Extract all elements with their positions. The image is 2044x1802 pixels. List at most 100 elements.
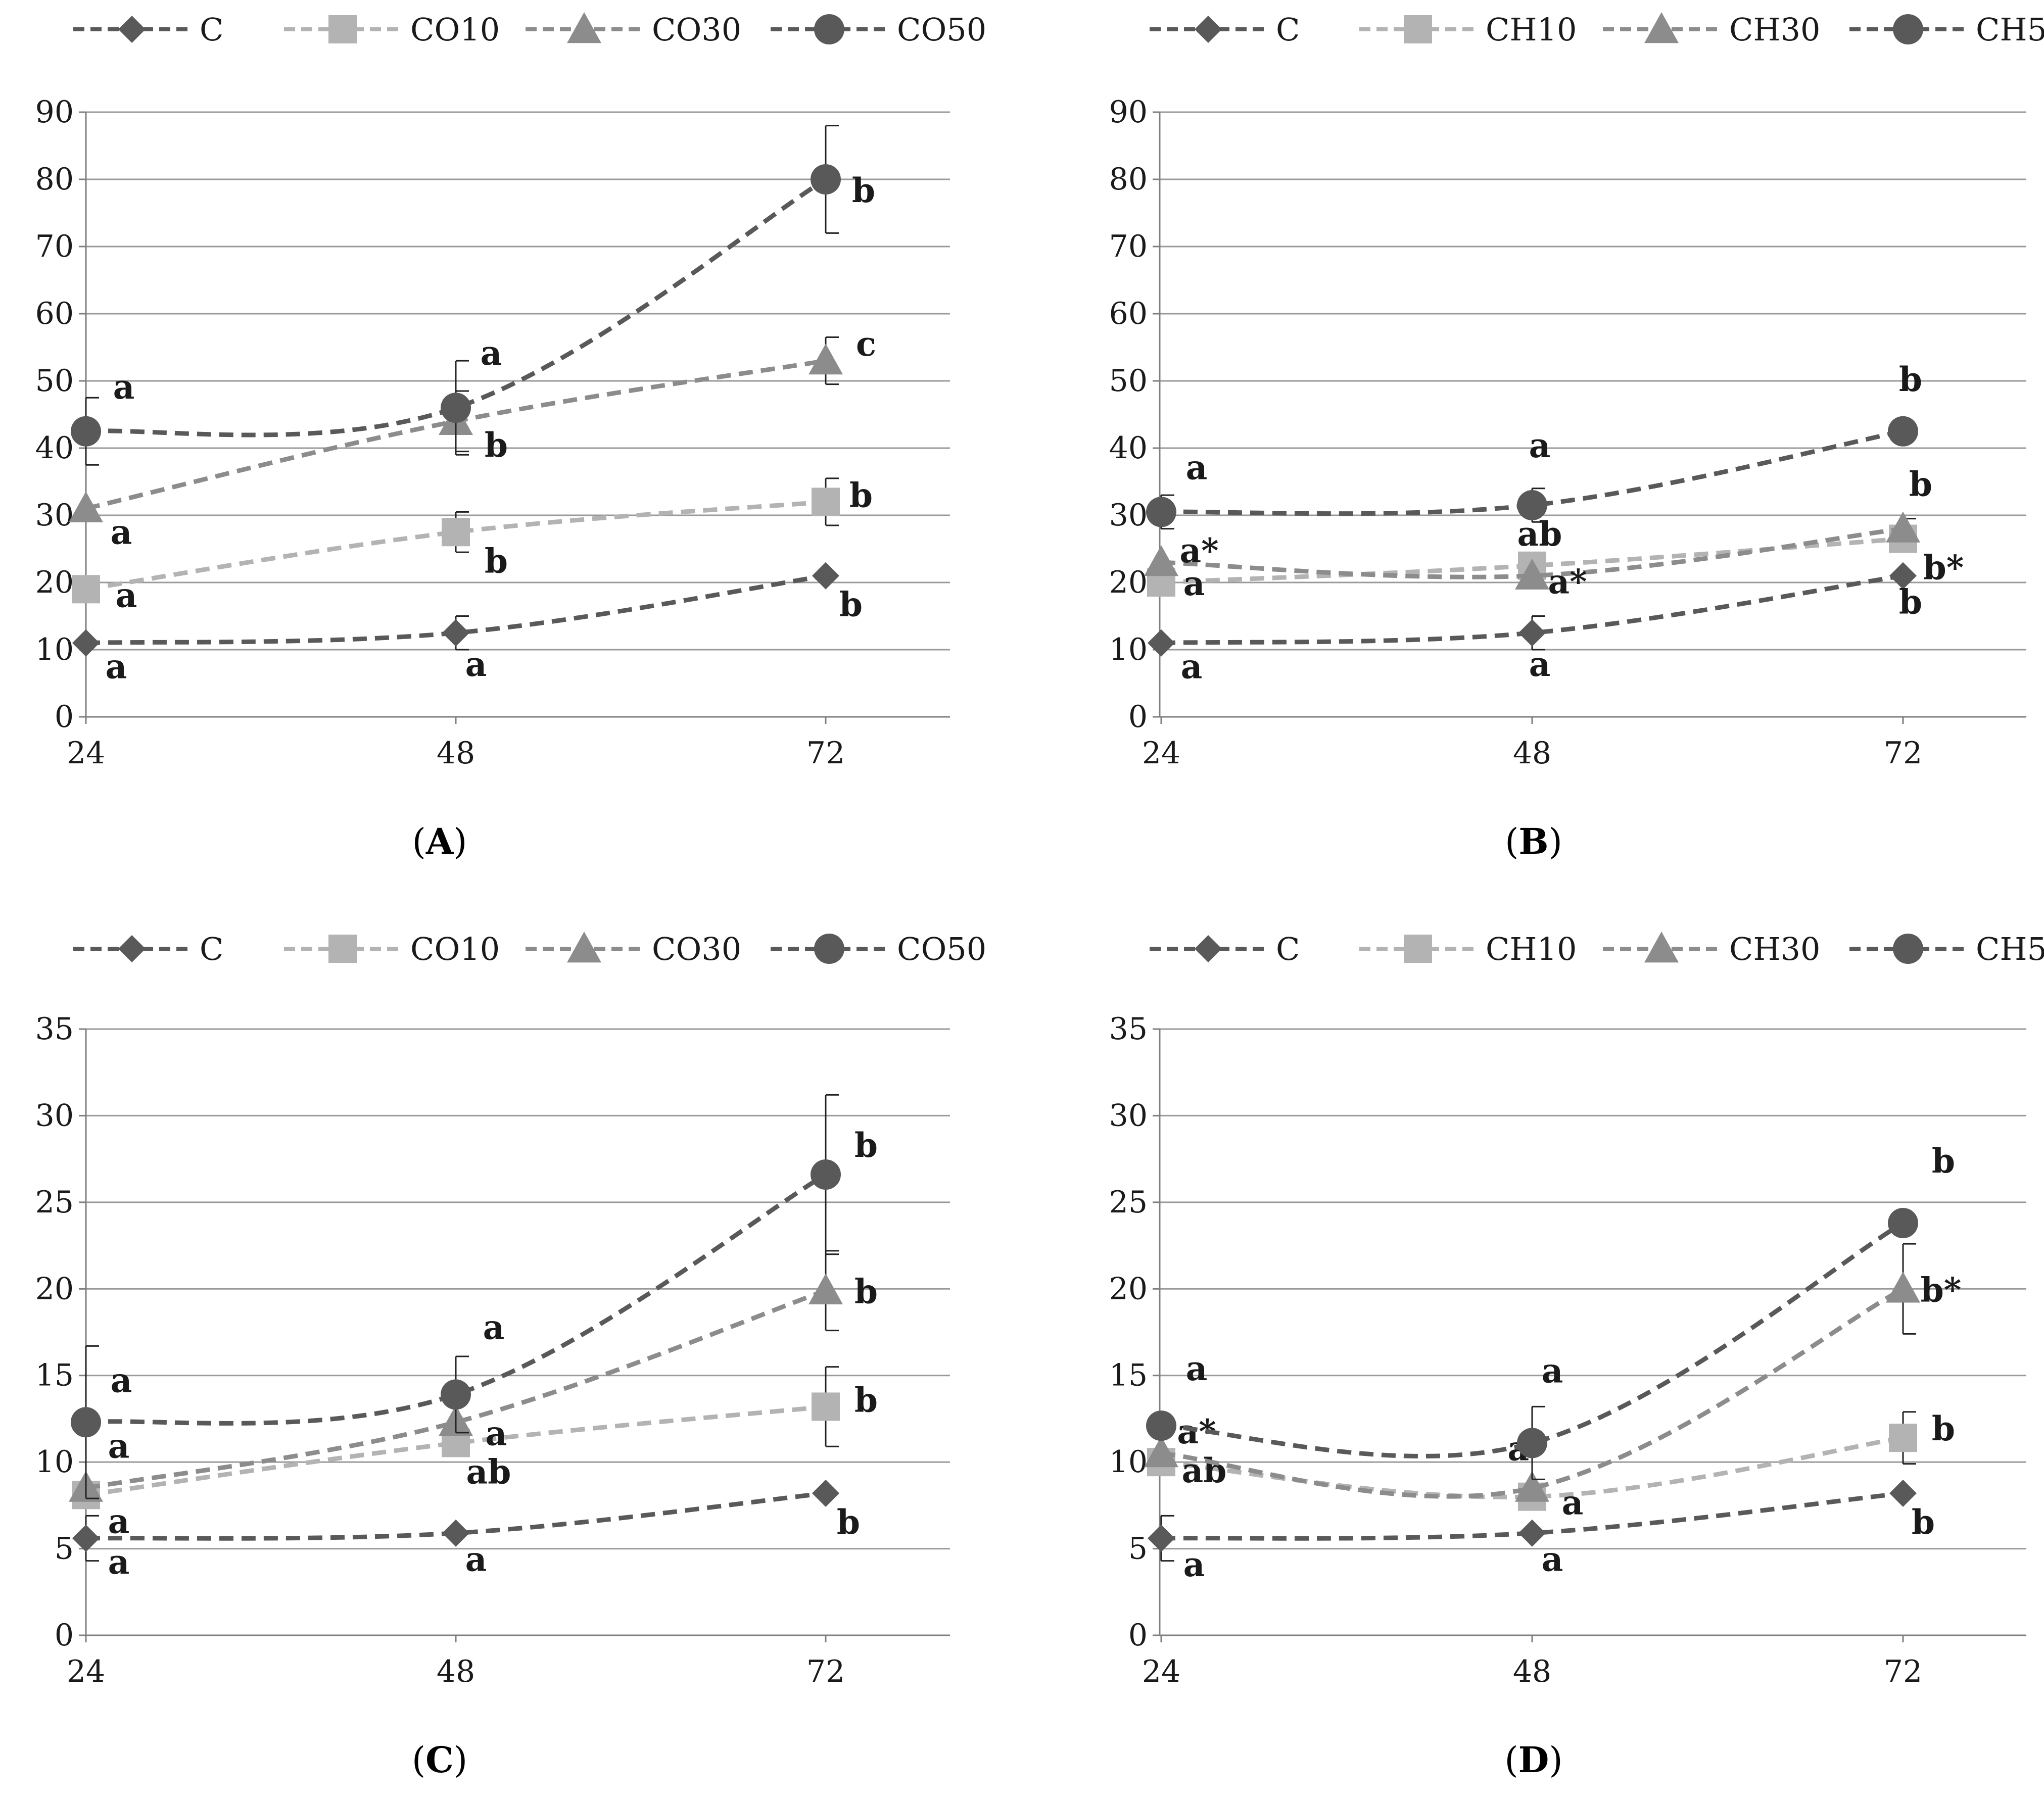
data-point <box>1886 1272 1920 1303</box>
y-tick-label: 0 <box>55 699 74 735</box>
legend-marker <box>1644 12 1679 43</box>
y-tick-label: 90 <box>1109 94 1148 130</box>
series-line <box>1161 573 1904 646</box>
series-c: a ab <box>72 562 863 687</box>
data-point <box>1517 490 1547 521</box>
series-line <box>85 499 826 592</box>
significance-label: b <box>854 1126 878 1165</box>
series-line <box>1161 1435 1904 1499</box>
y-tick-label: 20 <box>1109 565 1148 600</box>
series-line <box>85 1288 827 1491</box>
data-point <box>1517 1428 1547 1458</box>
y-tick-label: 60 <box>1109 296 1148 331</box>
data-point <box>1144 1436 1178 1468</box>
significance-label: a <box>106 647 127 687</box>
legend: C CH10 CH30 CH50 <box>1150 931 2044 967</box>
significance-label: a <box>486 1414 507 1453</box>
legend-item-co50: CO50 <box>771 931 986 967</box>
legend-marker <box>1404 935 1432 963</box>
legend-label: CH30 <box>1729 11 1820 48</box>
significance-label: b <box>854 1272 878 1311</box>
legend-label: C <box>200 11 223 48</box>
x-tick-label: 24 <box>67 736 105 771</box>
panel-caption-close: ) <box>454 1739 467 1781</box>
significance-label: a <box>1181 647 1203 687</box>
significance-label: b <box>854 1380 878 1420</box>
significance-label: b <box>1932 1141 1955 1181</box>
legend-marker <box>814 14 844 44</box>
series-c: a ab <box>1148 1479 1935 1584</box>
y-tick-label: 40 <box>1109 430 1148 466</box>
series-co50: a a b <box>71 125 875 466</box>
y-tick-label: 10 <box>1109 1444 1148 1480</box>
legend-item-ch30: CH30 <box>1603 11 1820 48</box>
data-point <box>441 1379 471 1410</box>
legend-marker <box>1893 934 1923 964</box>
significance-label: b <box>839 585 863 624</box>
y-tick-label: 15 <box>1109 1358 1148 1393</box>
x-tick-label: 72 <box>806 1654 845 1689</box>
legend-label: CH10 <box>1486 11 1577 48</box>
panel-caption-close: ) <box>453 821 467 862</box>
x-tick-label: 72 <box>1884 736 1922 771</box>
significance-label: a* <box>1548 562 1587 602</box>
legend-label: CO50 <box>897 931 986 967</box>
legend: C CH10 CH30 CH50 <box>1150 11 2044 48</box>
data-point <box>1146 1410 1176 1441</box>
significance-label: a <box>108 1501 130 1541</box>
legend-item-ch10: CH10 <box>1359 931 1577 967</box>
data-point <box>1144 545 1178 576</box>
data-point <box>72 629 100 657</box>
data-point <box>71 416 101 447</box>
data-point <box>1886 511 1920 543</box>
significance-label: b <box>849 475 873 515</box>
legend-label: CO10 <box>410 11 500 48</box>
y-tick-label: 80 <box>35 162 74 197</box>
significance-label: b <box>1899 582 1922 622</box>
series-line <box>85 1491 826 1541</box>
data-point <box>441 393 471 423</box>
y-tick-label: 35 <box>1109 1011 1148 1047</box>
legend-label: CH50 <box>1976 11 2044 48</box>
significance-label: a <box>481 333 502 373</box>
legend-item-co50: CO50 <box>771 11 986 48</box>
legend-marker <box>1404 15 1432 43</box>
y-tick-label: 5 <box>55 1531 74 1567</box>
series-line <box>85 573 826 646</box>
x-tick-label: 72 <box>1884 1654 1922 1689</box>
legend-marker <box>1195 16 1222 43</box>
y-tick-label: 90 <box>35 94 74 130</box>
panel-caption-open: ( <box>1505 821 1518 862</box>
y-tick-label: 35 <box>35 1011 74 1047</box>
x-tick-label: 24 <box>1142 1654 1180 1689</box>
x-tick-label: 24 <box>67 1654 105 1689</box>
significance-label: a <box>1186 1349 1208 1388</box>
panel-caption-close: ) <box>1549 1739 1562 1781</box>
legend-item-c: C <box>73 931 223 967</box>
data-point <box>1148 629 1175 657</box>
significance-label: a <box>465 1540 487 1579</box>
y-tick-label: 50 <box>35 363 74 399</box>
y-tick-label: 40 <box>35 430 74 466</box>
legend-label: CO30 <box>652 11 741 48</box>
data-point <box>812 1479 839 1507</box>
significance-label: b <box>837 1502 860 1542</box>
data-point <box>69 491 103 522</box>
significance-label: a <box>1529 426 1551 465</box>
panel-caption-letter: C <box>425 1739 454 1781</box>
data-point <box>809 344 843 375</box>
chart-panel-d: 05101520253035244872aabababa*a*b*aabCCH1… <box>1109 931 2044 1781</box>
y-tick-label: 5 <box>1128 1531 1148 1567</box>
legend-label: CO10 <box>410 931 500 967</box>
data-point <box>72 1525 100 1552</box>
data-point <box>812 562 839 590</box>
data-point <box>1889 1424 1917 1452</box>
data-point <box>811 164 841 194</box>
data-point <box>812 488 840 516</box>
legend-item-co30: CO30 <box>526 11 741 48</box>
legend-item-co10: CO10 <box>284 931 500 967</box>
series-co10: a b b <box>72 475 873 615</box>
panel-caption: (D) <box>1504 1739 1562 1781</box>
